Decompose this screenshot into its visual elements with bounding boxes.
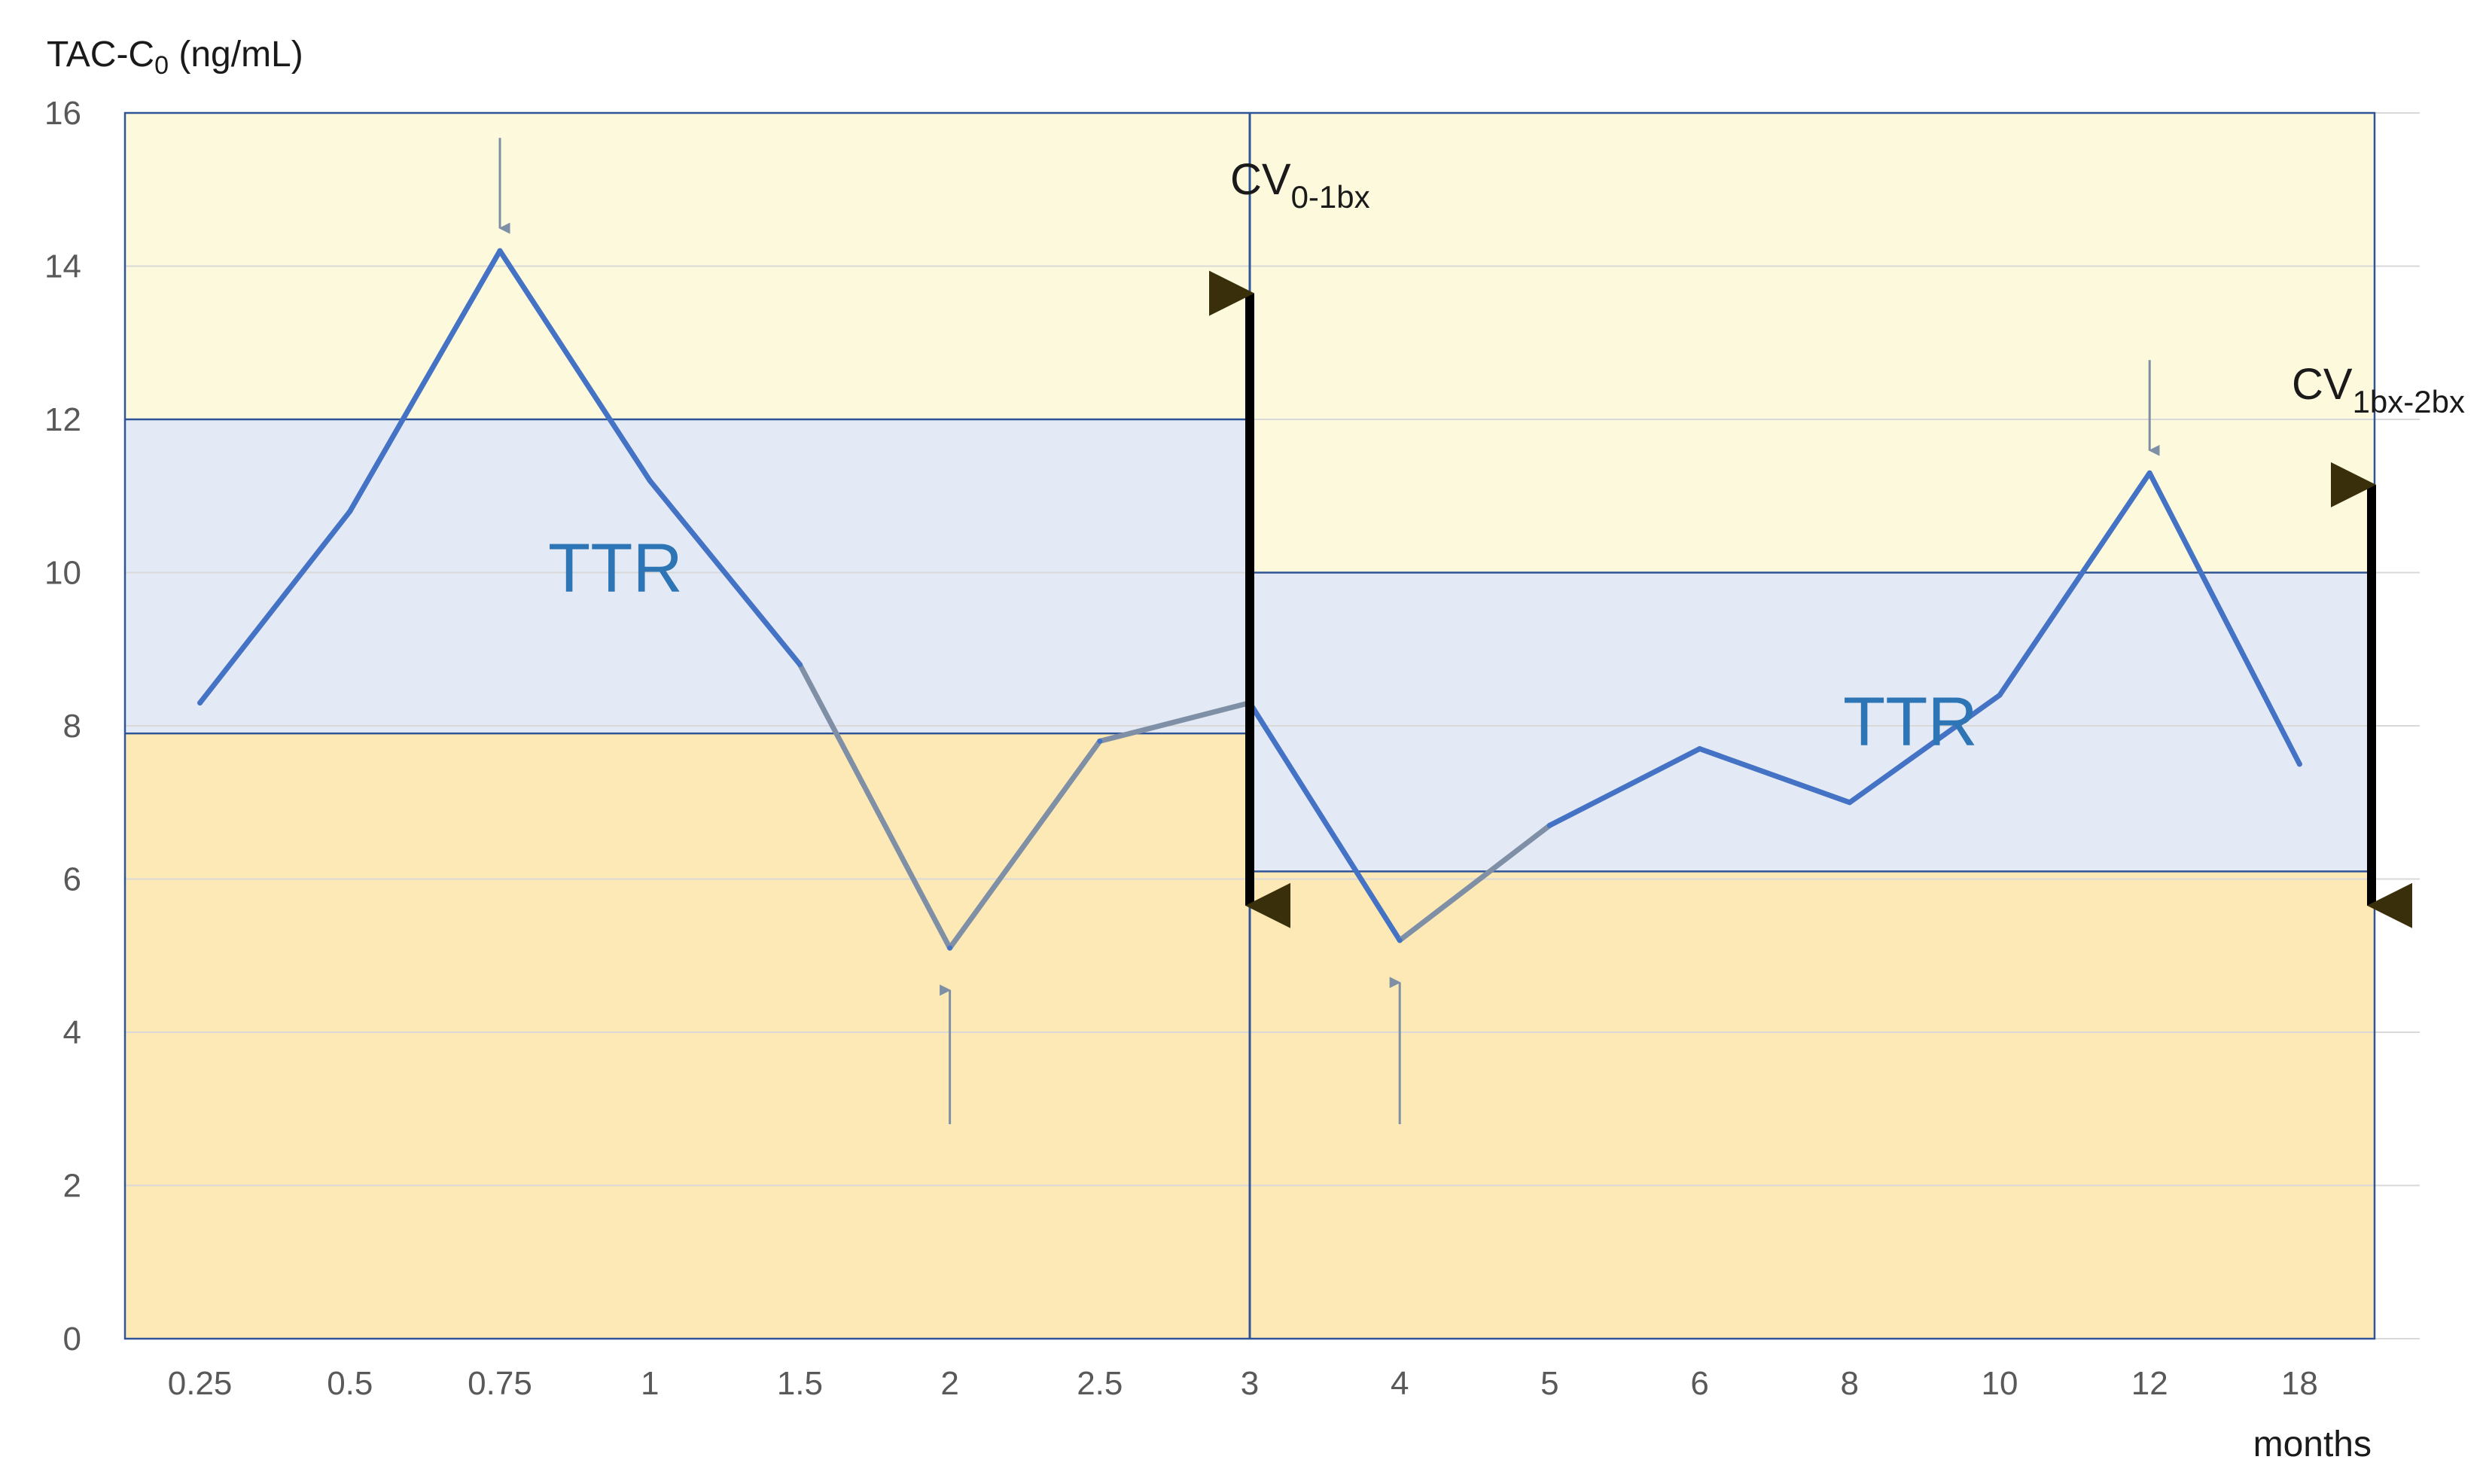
data-point-2 (947, 945, 953, 951)
series-line-segment (797, 662, 1253, 951)
cv-annotations (1209, 270, 2412, 928)
y-axis-title-sub: 0 (154, 51, 169, 80)
x-axis-title: months (2253, 1425, 2372, 1464)
y-tick-label: 2 (63, 1168, 81, 1205)
x-tick-label: 18 (2281, 1365, 2318, 1402)
data-point-10 (1997, 692, 2003, 698)
x-tick-label: 8 (1841, 1365, 1859, 1402)
x-tick-label: 5 (1540, 1365, 1558, 1402)
y-tick-labels: 0 2 4 6 8 10 12 14 16 (44, 95, 81, 1358)
data-point-12 (2146, 470, 2152, 476)
data-point-6 (1697, 746, 1703, 752)
x-tick-label: 6 (1690, 1365, 1708, 1402)
data-point-8 (1847, 800, 1853, 806)
peak-trough-markers (498, 138, 2160, 1125)
x-tick-label: 1 (641, 1365, 659, 1402)
data-point-2.5 (1097, 738, 1103, 744)
x-tick-label: 4 (1391, 1365, 1409, 1402)
y-tick-label: 0 (63, 1321, 81, 1358)
y-tick-label: 6 (63, 861, 81, 898)
data-point-1 (647, 477, 653, 483)
data-point-0.5 (347, 508, 353, 514)
above-range-band-second (1250, 113, 2375, 573)
y-tick-label: 12 (44, 401, 81, 438)
cv-label-second: CV1bx-2bx (2292, 360, 2465, 419)
x-tick-label: 0.5 (327, 1365, 373, 1402)
target-range-bands (125, 113, 2375, 1339)
data-point-1.5 (797, 662, 803, 668)
y-tick-label: 4 (63, 1014, 81, 1051)
series-line-segment (1397, 822, 1552, 943)
data-point-18 (2296, 761, 2302, 767)
target-range-band-second (1250, 572, 2375, 872)
x-tick-label: 10 (1982, 1365, 2018, 1402)
cv-label-first: CV0-1bx (1230, 155, 1370, 215)
x-tick-label: 1.5 (777, 1365, 823, 1402)
y-tick-label: 14 (44, 248, 81, 285)
data-point-0.25 (197, 699, 203, 705)
data-point-5 (1546, 822, 1552, 828)
y-axis-title-unit: (ng/mL) (169, 35, 303, 75)
y-tick-label: 16 (44, 95, 81, 132)
y-tick-label: 10 (44, 555, 81, 592)
x-tick-label: 0.75 (468, 1365, 532, 1402)
x-tick-label: 2 (940, 1365, 958, 1402)
target-range-band-first (125, 419, 1250, 734)
below-range-band-second (1250, 871, 2375, 1339)
ttr-label-first: TTR (548, 530, 683, 607)
x-tick-label: 3 (1241, 1365, 1259, 1402)
cv-label-second-sub: 1bx-2bx (2353, 384, 2465, 419)
x-tick-label: 2.5 (1077, 1365, 1123, 1402)
below-range-band-first (125, 733, 1250, 1339)
x-tick-labels: 0.25 0.5 0.75 1 1.5 2 2.5 3 4 5 6 8 10 12 18 (168, 1365, 2318, 1402)
data-point-4 (1397, 937, 1403, 943)
data-point-0.75 (497, 248, 503, 254)
series-line-segment (1546, 470, 2302, 828)
x-tick-label: 0.25 (168, 1365, 233, 1402)
y-tick-label: 8 (63, 708, 81, 745)
y-axis-title: TAC-C0 (ng/mL) (47, 35, 303, 80)
x-tick-label: 12 (2131, 1365, 2168, 1402)
ttr-label-second: TTR (1843, 684, 1978, 760)
cv-label-first-sub: 0-1bx (1291, 179, 1370, 215)
